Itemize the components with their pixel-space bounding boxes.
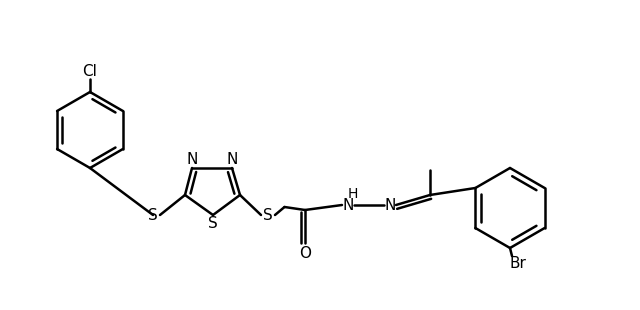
Text: N: N (186, 152, 198, 166)
Text: S: S (148, 207, 158, 223)
Text: N: N (342, 197, 354, 212)
Text: N: N (227, 152, 237, 166)
Text: S: S (263, 207, 273, 223)
Text: H: H (348, 187, 358, 201)
Text: S: S (208, 216, 218, 232)
Text: Br: Br (509, 256, 527, 272)
Text: Cl: Cl (83, 64, 97, 79)
Text: O: O (299, 246, 311, 262)
Text: N: N (384, 197, 396, 212)
